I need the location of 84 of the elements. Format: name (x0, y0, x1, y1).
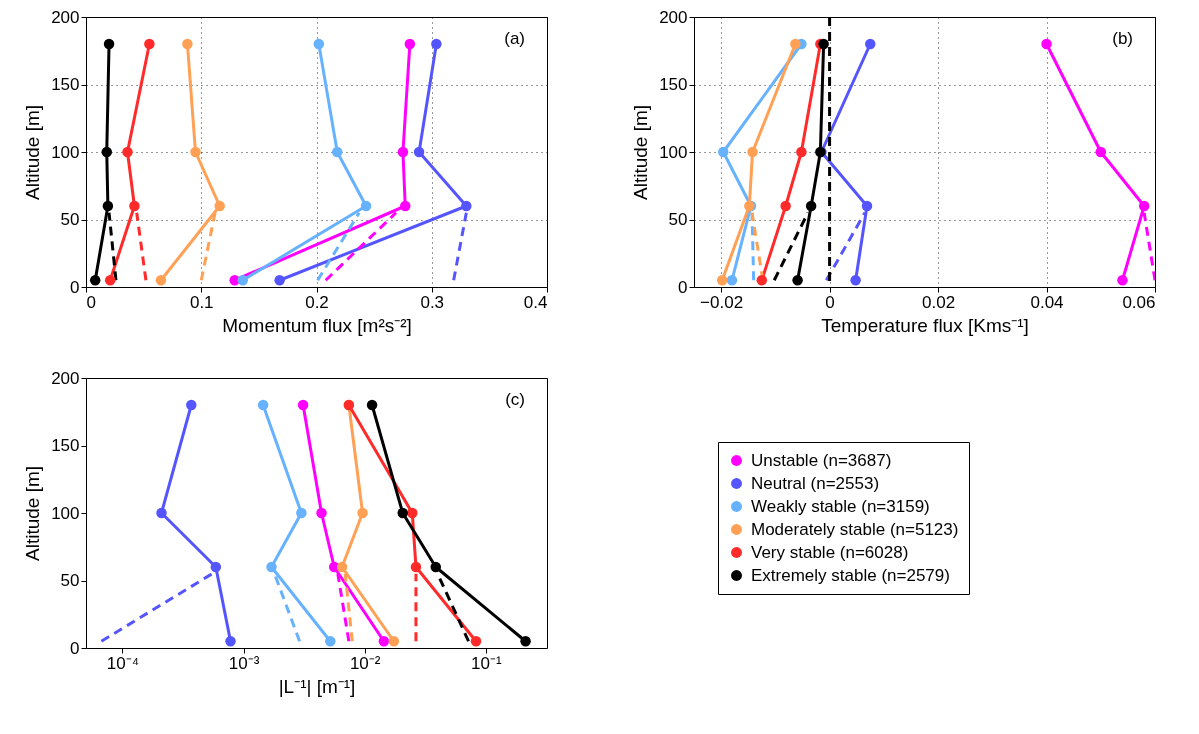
y-axis-title: Altitude [m] (22, 104, 44, 201)
point (101, 146, 112, 158)
point (360, 200, 372, 212)
point (182, 38, 193, 50)
point (780, 200, 791, 212)
y-tick-label: 0 (678, 277, 688, 297)
y-tick-label: 100 (51, 503, 80, 523)
y-tick-label: 200 (51, 368, 80, 388)
point (1095, 146, 1107, 158)
point (313, 38, 325, 50)
y-axis-title: Altitude [m] (22, 465, 44, 562)
legend-label: Unstable (n=3687) (751, 450, 892, 470)
point (190, 146, 201, 158)
point (397, 146, 409, 158)
point (726, 275, 738, 286)
point (756, 275, 768, 286)
y-tick-label: 150 (659, 75, 688, 94)
point (332, 146, 343, 158)
point (796, 146, 807, 158)
point (716, 275, 728, 286)
point (461, 200, 472, 212)
y-tick-label: 150 (51, 436, 80, 455)
point (1041, 38, 1052, 50)
y-tick-label: 50 (60, 571, 80, 590)
x-tick-label: 0 (825, 292, 835, 312)
x-axis-title: |L⁻¹| [m⁻¹] (278, 675, 356, 697)
legend-label: Weakly stable (n=3159) (751, 496, 930, 516)
y-tick-label: 100 (659, 142, 688, 162)
point (102, 200, 114, 212)
legend-label: Very stable (n=6028) (751, 542, 909, 562)
point (129, 200, 140, 212)
point (1117, 275, 1128, 286)
y-tick-label: 50 (668, 210, 688, 229)
y-tick-label: 200 (51, 7, 80, 27)
point (103, 38, 115, 50)
x-tick-label: 0.2 (305, 292, 329, 312)
point (274, 275, 285, 286)
point (214, 200, 225, 212)
point (1138, 200, 1150, 212)
point (155, 275, 167, 286)
point (400, 200, 411, 212)
point (805, 200, 817, 212)
x-axis-title: Momentum flux [m²s⁻²] (222, 314, 412, 336)
point (104, 275, 116, 286)
x-tick-label: 0.3 (420, 292, 445, 312)
annotation: (a) (504, 29, 525, 48)
x-tick-label: 0.06 (1122, 292, 1156, 312)
point (792, 275, 803, 286)
annotation: (c) (505, 390, 525, 409)
x-tick-label: 10⁻⁴ (106, 653, 140, 673)
x-tick-label: 0.02 (922, 292, 956, 312)
point (861, 200, 873, 212)
point (404, 38, 416, 50)
point (850, 275, 861, 286)
legend-label: Moderately stable (n=5123) (751, 519, 959, 539)
point (237, 275, 248, 286)
legend-label: Extremely stable (n=2579) (751, 565, 950, 585)
point (413, 146, 425, 158)
legend-label: Neutral (n=2553) (751, 473, 880, 493)
annotation: (b) (1112, 29, 1133, 48)
y-tick-label: 150 (51, 75, 80, 94)
y-tick-label: 0 (70, 638, 80, 658)
x-tick-label: 10⁻¹ (471, 653, 502, 673)
point (431, 38, 442, 50)
y-axis-title: Altitude [m] (630, 104, 652, 201)
x-tick-label: 10⁻² (349, 653, 381, 673)
x-tick-label: 0.4 (523, 292, 548, 312)
x-tick-label: 0 (86, 292, 96, 312)
point (122, 146, 133, 158)
x-axis-title: Temperature flux [Kms⁻¹] (821, 314, 1029, 336)
y-tick-label: 200 (659, 7, 688, 27)
x-tick-label: 0.04 (1030, 292, 1064, 312)
point (865, 38, 876, 50)
point (790, 38, 801, 50)
y-tick-label: 0 (70, 277, 80, 297)
point (747, 146, 758, 158)
y-tick-label: 100 (51, 142, 80, 162)
x-tick-label: −0.02 (700, 292, 744, 312)
point (718, 146, 729, 158)
y-tick-label: 50 (60, 210, 80, 229)
x-tick-label: 0.1 (189, 292, 214, 312)
point (89, 275, 101, 286)
point (144, 38, 155, 50)
x-tick-label: 10⁻³ (228, 653, 260, 673)
